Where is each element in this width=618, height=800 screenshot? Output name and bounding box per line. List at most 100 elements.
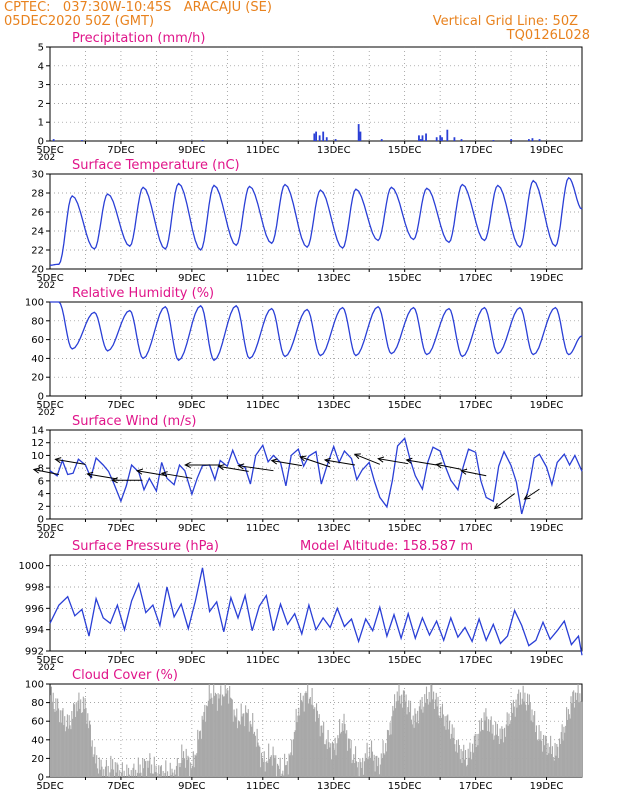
cloud-bar bbox=[68, 715, 70, 777]
cloud-bar bbox=[175, 765, 178, 777]
wind-vector bbox=[55, 458, 86, 465]
cloud-bar bbox=[328, 742, 330, 777]
cloud-bar bbox=[130, 770, 132, 777]
cloud-bar bbox=[96, 768, 99, 777]
cloud-bar bbox=[556, 743, 558, 777]
cloud-bar bbox=[264, 771, 266, 777]
cloud-bar bbox=[540, 731, 542, 777]
cloud-bar bbox=[409, 712, 411, 777]
cloud-bar bbox=[323, 744, 326, 777]
cloud-bar bbox=[353, 754, 355, 777]
cloud-bar bbox=[183, 751, 185, 777]
cloud-bar bbox=[498, 743, 500, 777]
cloud-bar bbox=[138, 773, 140, 777]
cloud-bar bbox=[319, 736, 321, 777]
cloud-bar bbox=[115, 772, 117, 777]
cloud-bar bbox=[165, 760, 167, 777]
cloud-bar bbox=[85, 707, 87, 777]
cloud-bar bbox=[423, 706, 425, 777]
cloud-bar bbox=[121, 762, 123, 777]
cloud-bar bbox=[417, 710, 419, 777]
cloud-bar bbox=[77, 700, 79, 777]
cloud-bar bbox=[400, 703, 402, 777]
cloud-bar bbox=[545, 736, 547, 777]
cloud-bar bbox=[341, 723, 343, 777]
cloud-bar bbox=[142, 758, 144, 777]
precip-bar bbox=[313, 133, 316, 141]
cloud-bar bbox=[571, 703, 573, 777]
cloud-bar bbox=[386, 729, 389, 777]
cloud-bar bbox=[175, 774, 177, 777]
cloud-bar bbox=[434, 699, 436, 777]
wind-vector-head bbox=[160, 471, 168, 478]
cloud-bar bbox=[436, 706, 438, 777]
cloud-bar bbox=[146, 760, 148, 777]
x-tick-label: 7DEC bbox=[107, 655, 134, 666]
cloud-bar bbox=[390, 734, 392, 777]
cloud-bar bbox=[548, 753, 550, 777]
cloud-bar bbox=[447, 714, 449, 777]
header-grid-note: Vertical Grid Line: 50Z bbox=[432, 14, 578, 29]
cloud-bar bbox=[93, 754, 95, 777]
cloud-bar bbox=[485, 708, 487, 777]
cloud-bar bbox=[136, 772, 138, 777]
cloud-bar bbox=[315, 721, 317, 777]
cloud-bar bbox=[430, 684, 432, 777]
cloud-bar bbox=[242, 713, 244, 777]
cloud-bar bbox=[303, 711, 305, 777]
cloud-bar bbox=[567, 709, 569, 777]
cloud-bar bbox=[529, 702, 531, 777]
precip-bar bbox=[325, 137, 328, 141]
cloud-bar bbox=[499, 728, 501, 777]
cloud-bar bbox=[429, 701, 431, 777]
cloud-bar bbox=[473, 735, 475, 777]
cloud-bar bbox=[465, 766, 467, 777]
cloud-bar bbox=[261, 758, 264, 777]
cloud-bar bbox=[433, 709, 436, 777]
cloud-bar bbox=[472, 752, 475, 777]
cloud-bar bbox=[285, 764, 287, 777]
cloud-bar bbox=[417, 723, 420, 777]
cloud-bar bbox=[241, 716, 243, 777]
cloud-bar bbox=[108, 776, 110, 777]
cloud-bar bbox=[360, 762, 362, 777]
cloud-bar bbox=[422, 712, 424, 777]
cloud-bar bbox=[279, 757, 281, 777]
x-tick-label: 9DEC bbox=[178, 400, 205, 411]
cloud-bar bbox=[82, 696, 84, 777]
cloud-bar bbox=[347, 738, 350, 777]
cloud-bar bbox=[479, 720, 481, 777]
cloud-bar bbox=[355, 761, 357, 777]
cloud-bar bbox=[459, 759, 461, 777]
cloud-bar bbox=[322, 732, 324, 777]
cloud-bar bbox=[286, 761, 288, 777]
cloud-bar bbox=[273, 755, 275, 777]
x-tick-label: 15DEC bbox=[388, 523, 422, 534]
cloud-bar bbox=[249, 721, 251, 777]
precip-bar bbox=[421, 135, 424, 141]
cloud-bar bbox=[309, 697, 311, 777]
cloud-bar bbox=[272, 746, 274, 777]
cloud-bar bbox=[505, 724, 507, 777]
cloud-bar bbox=[222, 694, 224, 777]
cloud-bar bbox=[491, 733, 493, 777]
cloud-bar bbox=[222, 696, 224, 777]
wind-vector-head bbox=[353, 453, 361, 460]
wind-vector bbox=[238, 465, 274, 472]
y-tick-label: 80 bbox=[31, 316, 44, 327]
cloud-bar bbox=[193, 767, 195, 777]
cloud-bar bbox=[78, 692, 80, 777]
cloud-bar bbox=[192, 751, 194, 777]
cloud-bar bbox=[495, 734, 498, 777]
cloud-bar bbox=[522, 685, 524, 777]
wind-vector bbox=[378, 458, 409, 465]
cloud-bar bbox=[99, 769, 101, 777]
cloud-bar bbox=[244, 726, 246, 777]
cloud-bar bbox=[503, 727, 506, 777]
x-tick-label: 19DEC bbox=[530, 523, 564, 534]
cloud-bar bbox=[546, 755, 548, 777]
cloud-bar bbox=[581, 701, 583, 777]
precip-bar bbox=[81, 140, 83, 141]
cloud-bar bbox=[334, 737, 336, 777]
cloud-bar bbox=[333, 749, 335, 777]
